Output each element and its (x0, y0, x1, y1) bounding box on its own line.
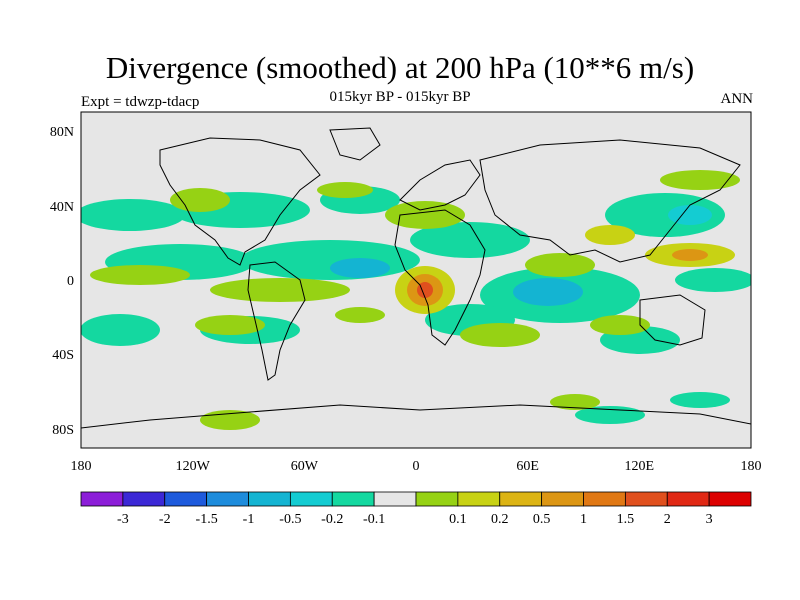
colorbar-swatch (373, 491, 417, 507)
australia-outline (639, 294, 706, 346)
colorbar-swatch (122, 491, 166, 507)
contour-region (170, 188, 230, 212)
lat-tick-label: 40N (50, 200, 74, 215)
contour-region (550, 394, 600, 410)
contour-region (210, 278, 350, 302)
antarctica-outline (81, 404, 751, 429)
colorbar-swatch (499, 491, 543, 507)
colorbar-label: -0.5 (279, 512, 301, 527)
colorbar-swatch (666, 491, 710, 507)
colorbar-label: 2 (664, 512, 671, 527)
contour-region (90, 265, 190, 285)
colorbar-label: 0.1 (449, 512, 467, 527)
contour-region (330, 258, 390, 278)
colorbar-label: 1.5 (617, 512, 635, 527)
map-title: Divergence (smoothed) at 200 hPa (10**6 … (105, 50, 695, 85)
colorbar-swatch (331, 491, 375, 507)
colorbar-label: 1 (580, 512, 587, 527)
colorbar-swatch (80, 491, 124, 507)
colorbar-swatch (248, 491, 291, 507)
europe-outline (399, 159, 481, 211)
contour-region (460, 323, 540, 347)
contour-region (317, 182, 373, 198)
contour-region (335, 307, 385, 323)
lon-tick-label: 60E (516, 459, 539, 474)
contour-region (670, 392, 730, 408)
contour-region (590, 315, 650, 335)
contour-region (240, 240, 420, 280)
contour-region (513, 278, 583, 306)
colorbar-label: -1 (243, 512, 255, 527)
colorbar-swatch (289, 491, 333, 507)
colorbar-label: 0.5 (533, 512, 551, 527)
contour-region (81, 314, 160, 346)
contour-region (585, 225, 635, 245)
colorbar-swatch (415, 491, 459, 507)
colorbar-swatch (206, 491, 249, 507)
lat-tick-label: 80S (52, 423, 74, 438)
asia-outline (479, 139, 741, 263)
colorbar-label: 3 (706, 512, 713, 527)
contour-region (675, 268, 751, 292)
lon-tick-label: 120E (625, 459, 655, 474)
lat-tick-label: 80N (50, 125, 74, 140)
colorbar-swatch (583, 491, 626, 507)
colorbar-swatch (164, 491, 208, 507)
colorbar-label: -0.1 (363, 512, 385, 527)
colorbar-label: -3 (117, 512, 129, 527)
colorbar-swatch (541, 491, 584, 507)
colorbar-label: -0.2 (321, 512, 343, 527)
divergence-field (81, 170, 751, 430)
colorbar-label: 0.2 (491, 512, 509, 527)
map-frame (80, 111, 752, 449)
lon-tick-label: 120W (176, 459, 211, 474)
contour-region (410, 222, 530, 258)
contour-region (81, 199, 185, 231)
map-subtitle: 015kyr BP - 015kyr BP (329, 89, 471, 105)
contour-region (668, 205, 712, 225)
greenland-outline (329, 127, 381, 161)
latitude-axis: 80N 40N 0 40S 80S (50, 125, 74, 438)
colorbar-swatch (708, 491, 752, 507)
contour-region (385, 201, 465, 229)
contour-region (660, 170, 740, 190)
north-america-outline (159, 137, 321, 266)
lon-tick-label: 180 (71, 459, 92, 474)
lon-tick-label: 0 (413, 459, 420, 474)
colorbar: -3 -2 -1.5 -1 -0.5 -0.2 -0.1 0.1 0.2 0.5 1 1.5 2 3 (80, 491, 752, 527)
contour-region (200, 410, 260, 430)
colorbar-swatch (457, 491, 501, 507)
contour-region (195, 315, 265, 335)
contour-region (605, 193, 725, 237)
season-label: ANN (720, 91, 754, 107)
longitude-axis: 180 120W 60W 0 60E 120E 180 (71, 459, 762, 474)
experiment-label: Expt = tdwzp-tdacp (81, 94, 200, 110)
lon-tick-label: 180 (741, 459, 762, 474)
contour-region (672, 249, 708, 261)
colorbar-swatch (624, 491, 668, 507)
contour-region (417, 282, 433, 298)
coastlines (81, 127, 751, 429)
lat-tick-label: 0 (67, 274, 74, 289)
contour-region (525, 253, 595, 277)
south-america-outline (247, 261, 306, 381)
colorbar-label: -1.5 (196, 512, 218, 527)
lon-tick-label: 60W (291, 459, 319, 474)
africa-outline (394, 209, 486, 346)
colorbar-label: -2 (159, 512, 171, 527)
lat-tick-label: 40S (52, 348, 74, 363)
